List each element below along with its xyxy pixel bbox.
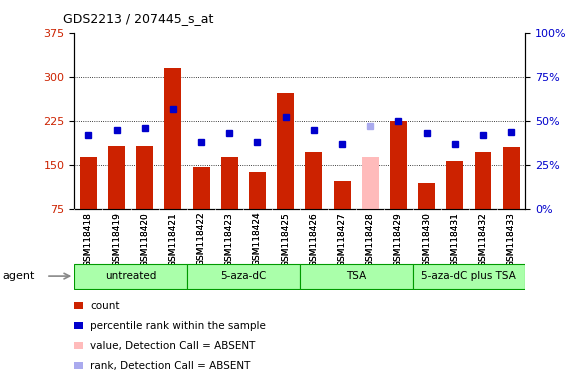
Text: GSM118429: GSM118429 [394, 212, 403, 266]
Text: GSM118419: GSM118419 [112, 212, 121, 267]
Text: GSM118430: GSM118430 [422, 212, 431, 267]
Bar [136, 146, 153, 209]
Bar [390, 121, 407, 209]
Text: GSM118430: GSM118430 [422, 212, 431, 267]
Text: GDS2213 / 207445_s_at: GDS2213 / 207445_s_at [63, 12, 213, 25]
Text: 5-aza-dC: 5-aza-dC [220, 271, 267, 281]
Text: GSM118423: GSM118423 [225, 212, 234, 266]
Text: GSM118431: GSM118431 [451, 212, 459, 267]
Text: GSM118422: GSM118422 [196, 212, 206, 266]
FancyBboxPatch shape [300, 264, 413, 288]
Text: TSA: TSA [346, 271, 366, 281]
Text: GSM118422: GSM118422 [196, 212, 206, 266]
Text: count: count [90, 301, 120, 311]
Text: GSM118432: GSM118432 [478, 212, 488, 266]
Text: GSM118432: GSM118432 [478, 212, 488, 266]
Bar [192, 167, 210, 209]
Text: GSM118418: GSM118418 [84, 212, 93, 267]
Text: agent: agent [3, 271, 35, 281]
Text: GSM118427: GSM118427 [337, 212, 347, 266]
Text: percentile rank within the sample: percentile rank within the sample [90, 321, 266, 331]
Text: GSM118420: GSM118420 [140, 212, 149, 266]
Text: GSM118421: GSM118421 [168, 212, 178, 266]
Text: GSM118433: GSM118433 [506, 212, 516, 267]
Text: GSM118428: GSM118428 [366, 212, 375, 266]
Text: GSM118424: GSM118424 [253, 212, 262, 266]
Text: GSM118426: GSM118426 [309, 212, 319, 266]
Bar [333, 181, 351, 209]
FancyBboxPatch shape [413, 264, 525, 288]
Bar [80, 157, 97, 209]
Text: 5-aza-dC plus TSA: 5-aza-dC plus TSA [421, 271, 516, 281]
Text: GSM118421: GSM118421 [168, 212, 178, 266]
Bar [278, 93, 294, 209]
Bar [503, 147, 520, 209]
Bar [362, 157, 379, 209]
FancyBboxPatch shape [74, 264, 187, 288]
Bar [418, 183, 435, 209]
Text: GSM118431: GSM118431 [451, 212, 459, 267]
Text: value, Detection Call = ABSENT: value, Detection Call = ABSENT [90, 341, 256, 351]
Bar [108, 146, 125, 209]
Text: GSM118433: GSM118433 [506, 212, 516, 267]
Text: GSM118425: GSM118425 [281, 212, 290, 266]
Text: GSM118418: GSM118418 [84, 212, 93, 267]
Text: rank, Detection Call = ABSENT: rank, Detection Call = ABSENT [90, 361, 251, 371]
Text: GSM118424: GSM118424 [253, 212, 262, 266]
Text: GSM118428: GSM118428 [366, 212, 375, 266]
Text: GSM118419: GSM118419 [112, 212, 121, 267]
Bar [475, 152, 492, 209]
Text: GSM118425: GSM118425 [281, 212, 290, 266]
Text: GSM118429: GSM118429 [394, 212, 403, 266]
Text: GSM118426: GSM118426 [309, 212, 319, 266]
Text: GSM118423: GSM118423 [225, 212, 234, 266]
Bar [305, 152, 323, 209]
Bar [447, 161, 463, 209]
Text: untreated: untreated [105, 271, 156, 281]
FancyBboxPatch shape [187, 264, 300, 288]
Bar [164, 68, 182, 209]
Bar [249, 172, 266, 209]
Text: GSM118427: GSM118427 [337, 212, 347, 266]
Text: GSM118420: GSM118420 [140, 212, 149, 266]
Bar [221, 157, 238, 209]
